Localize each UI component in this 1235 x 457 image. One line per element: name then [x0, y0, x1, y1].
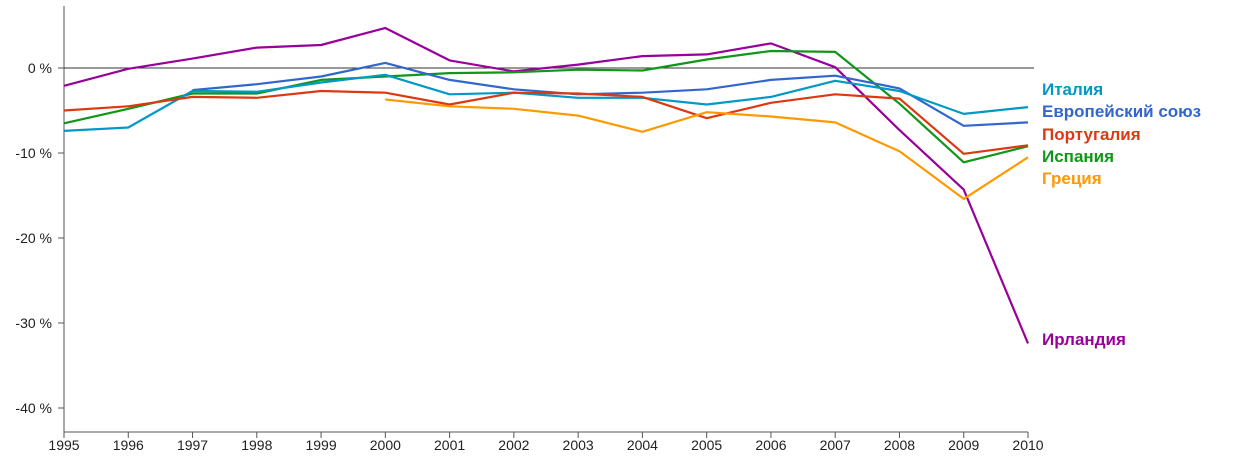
series-label-4: Португалия	[1042, 125, 1141, 144]
series-line-0	[63, 26, 1030, 344]
x-tick-label: 2005	[691, 437, 722, 453]
series-label-5: Греция	[1042, 169, 1102, 188]
chart-series-labels: Ирландия Испания Европейский союз Италия Пор…	[1042, 80, 1201, 349]
x-tick-label: 1999	[305, 437, 336, 453]
chart-axes: 0 % -10 % -20 % -30 % -40 % 1995 1996 1997 1998 1…	[15, 6, 1044, 453]
series-label-1: Испания	[1042, 147, 1114, 166]
y-tick-label: -20 %	[15, 230, 52, 246]
x-tick-label: 1995	[48, 437, 79, 453]
x-tick-label: 2009	[948, 437, 979, 453]
x-tick-label: 2000	[370, 437, 401, 453]
series-label-0: Ирландия	[1042, 330, 1126, 349]
series-line-3	[63, 73, 1029, 132]
x-tick-label: 2001	[434, 437, 465, 453]
y-tick-label: -40 %	[15, 400, 52, 416]
chart-series-lines	[63, 26, 1030, 344]
x-tick-label: 2002	[498, 437, 529, 453]
y-tick-label: -30 %	[15, 315, 52, 331]
series-line-1	[63, 49, 1029, 164]
series-line-4	[63, 89, 1029, 155]
x-tick-label: 2003	[563, 437, 594, 453]
x-tick-label: 2007	[820, 437, 851, 453]
x-tick-label: 1996	[113, 437, 144, 453]
series-label-3: Италия	[1042, 80, 1103, 99]
series-label-2: Европейский союз	[1042, 102, 1201, 121]
x-tick-label: 2008	[884, 437, 915, 453]
x-tick-label: 1997	[177, 437, 208, 453]
x-tick-label: 2004	[627, 437, 658, 453]
series-line-5	[385, 98, 1029, 200]
y-tick-label: 0 %	[28, 60, 52, 76]
x-tick-label: 1998	[241, 437, 272, 453]
series-line-2	[192, 61, 1029, 127]
y-tick-label: -10 %	[15, 145, 52, 161]
x-tick-label: 2006	[755, 437, 786, 453]
x-tick-label: 2010	[1012, 437, 1043, 453]
